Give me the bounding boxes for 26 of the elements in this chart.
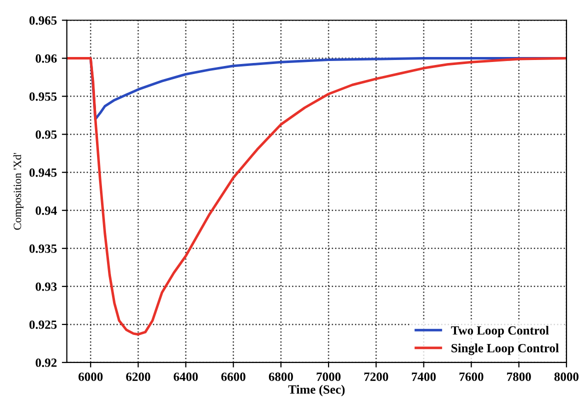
x-tick-label: 6600 [221,372,246,381]
y-tick-label: 0.925 [29,320,57,329]
y-tick-label: 0.96 [36,54,57,63]
x-tick-label: 7200 [364,372,388,381]
y-tick-label: 0.94 [36,206,57,215]
y-tick-label: 0.95 [36,130,57,139]
y-tick-label: 0.945 [29,168,57,177]
y-tick-label: 0.92 [36,358,57,367]
legend-label: Two Loop Control [451,326,549,338]
line-series [66,57,566,336]
y-tick-label: 0.955 [29,92,57,101]
y-axis-title: Composition 'Xd' [13,152,24,230]
y-tick-label: 0.93 [36,282,57,291]
x-tick-label: 8000 [554,372,578,381]
x-tick-label: 6400 [174,372,198,381]
y-tick-label: 0.935 [29,244,57,253]
legend-label: Single Loop Control [452,344,559,355]
x-axis-title: Time (Sec) [288,384,345,396]
x-tick-label: 7400 [412,372,436,381]
x-tick-label: 7800 [507,372,531,381]
x-tick-label: 6200 [126,372,150,381]
x-tick-label: 6800 [268,372,293,381]
x-tick-label: 7600 [460,372,484,381]
x-tick-label: 6000 [78,372,103,381]
y-tick-label: 0.965 [29,16,57,25]
x-tick-label: 7000 [316,372,341,381]
